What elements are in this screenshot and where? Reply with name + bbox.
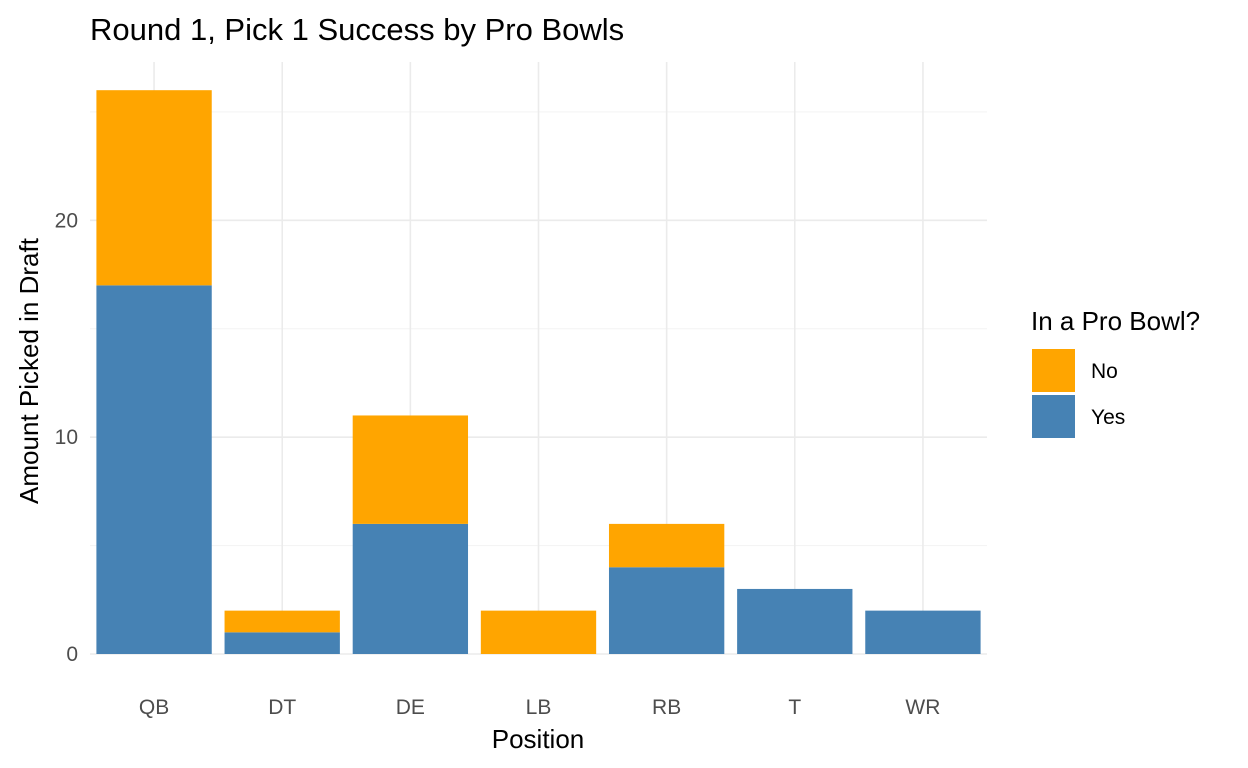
y-axis-title: Amount Picked in Draft <box>14 237 44 504</box>
bar-dt-no <box>224 610 340 633</box>
bar-de-no <box>352 415 469 524</box>
bar-de-yes <box>352 523 469 654</box>
x-tick-label-t: T <box>788 696 801 719</box>
bar-qb-no <box>96 90 212 286</box>
legend-label-no: No <box>1091 360 1118 383</box>
bar-rb-no <box>608 523 725 568</box>
x-tick-label-de: DE <box>396 696 425 719</box>
bar-rb-yes <box>608 567 725 654</box>
bar-lb-no <box>480 610 597 654</box>
y-tick-label-20: 20 <box>55 209 78 232</box>
legend-swatch-no <box>1032 349 1075 392</box>
y-tick-label-0: 0 <box>66 643 78 666</box>
x-axis-title: Position <box>492 724 585 754</box>
legend-swatch-yes <box>1032 395 1075 438</box>
x-tick-label-qb: QB <box>139 696 169 719</box>
chart-title: Round 1, Pick 1 Success by Pro Bowls <box>90 12 624 47</box>
bar-qb-yes <box>96 285 212 654</box>
bar-wr-yes <box>865 610 981 654</box>
grid <box>90 62 987 655</box>
legend: In a Pro Bowl? No Yes <box>1031 306 1200 438</box>
y-tick-label-10: 10 <box>55 426 78 449</box>
x-tick-label-rb: RB <box>652 696 681 719</box>
bar-dt-yes <box>224 632 340 654</box>
x-axis-ticks: QB DT DE LB RB T WR <box>139 696 941 719</box>
x-tick-label-dt: DT <box>268 696 296 719</box>
x-tick-label-lb: LB <box>526 696 552 719</box>
legend-title: In a Pro Bowl? <box>1031 306 1200 336</box>
y-axis-ticks: 0 10 20 <box>55 209 78 666</box>
legend-label-yes: Yes <box>1091 406 1125 429</box>
bars <box>96 90 981 654</box>
bar-t-yes <box>737 588 853 654</box>
x-tick-label-wr: WR <box>905 696 940 719</box>
